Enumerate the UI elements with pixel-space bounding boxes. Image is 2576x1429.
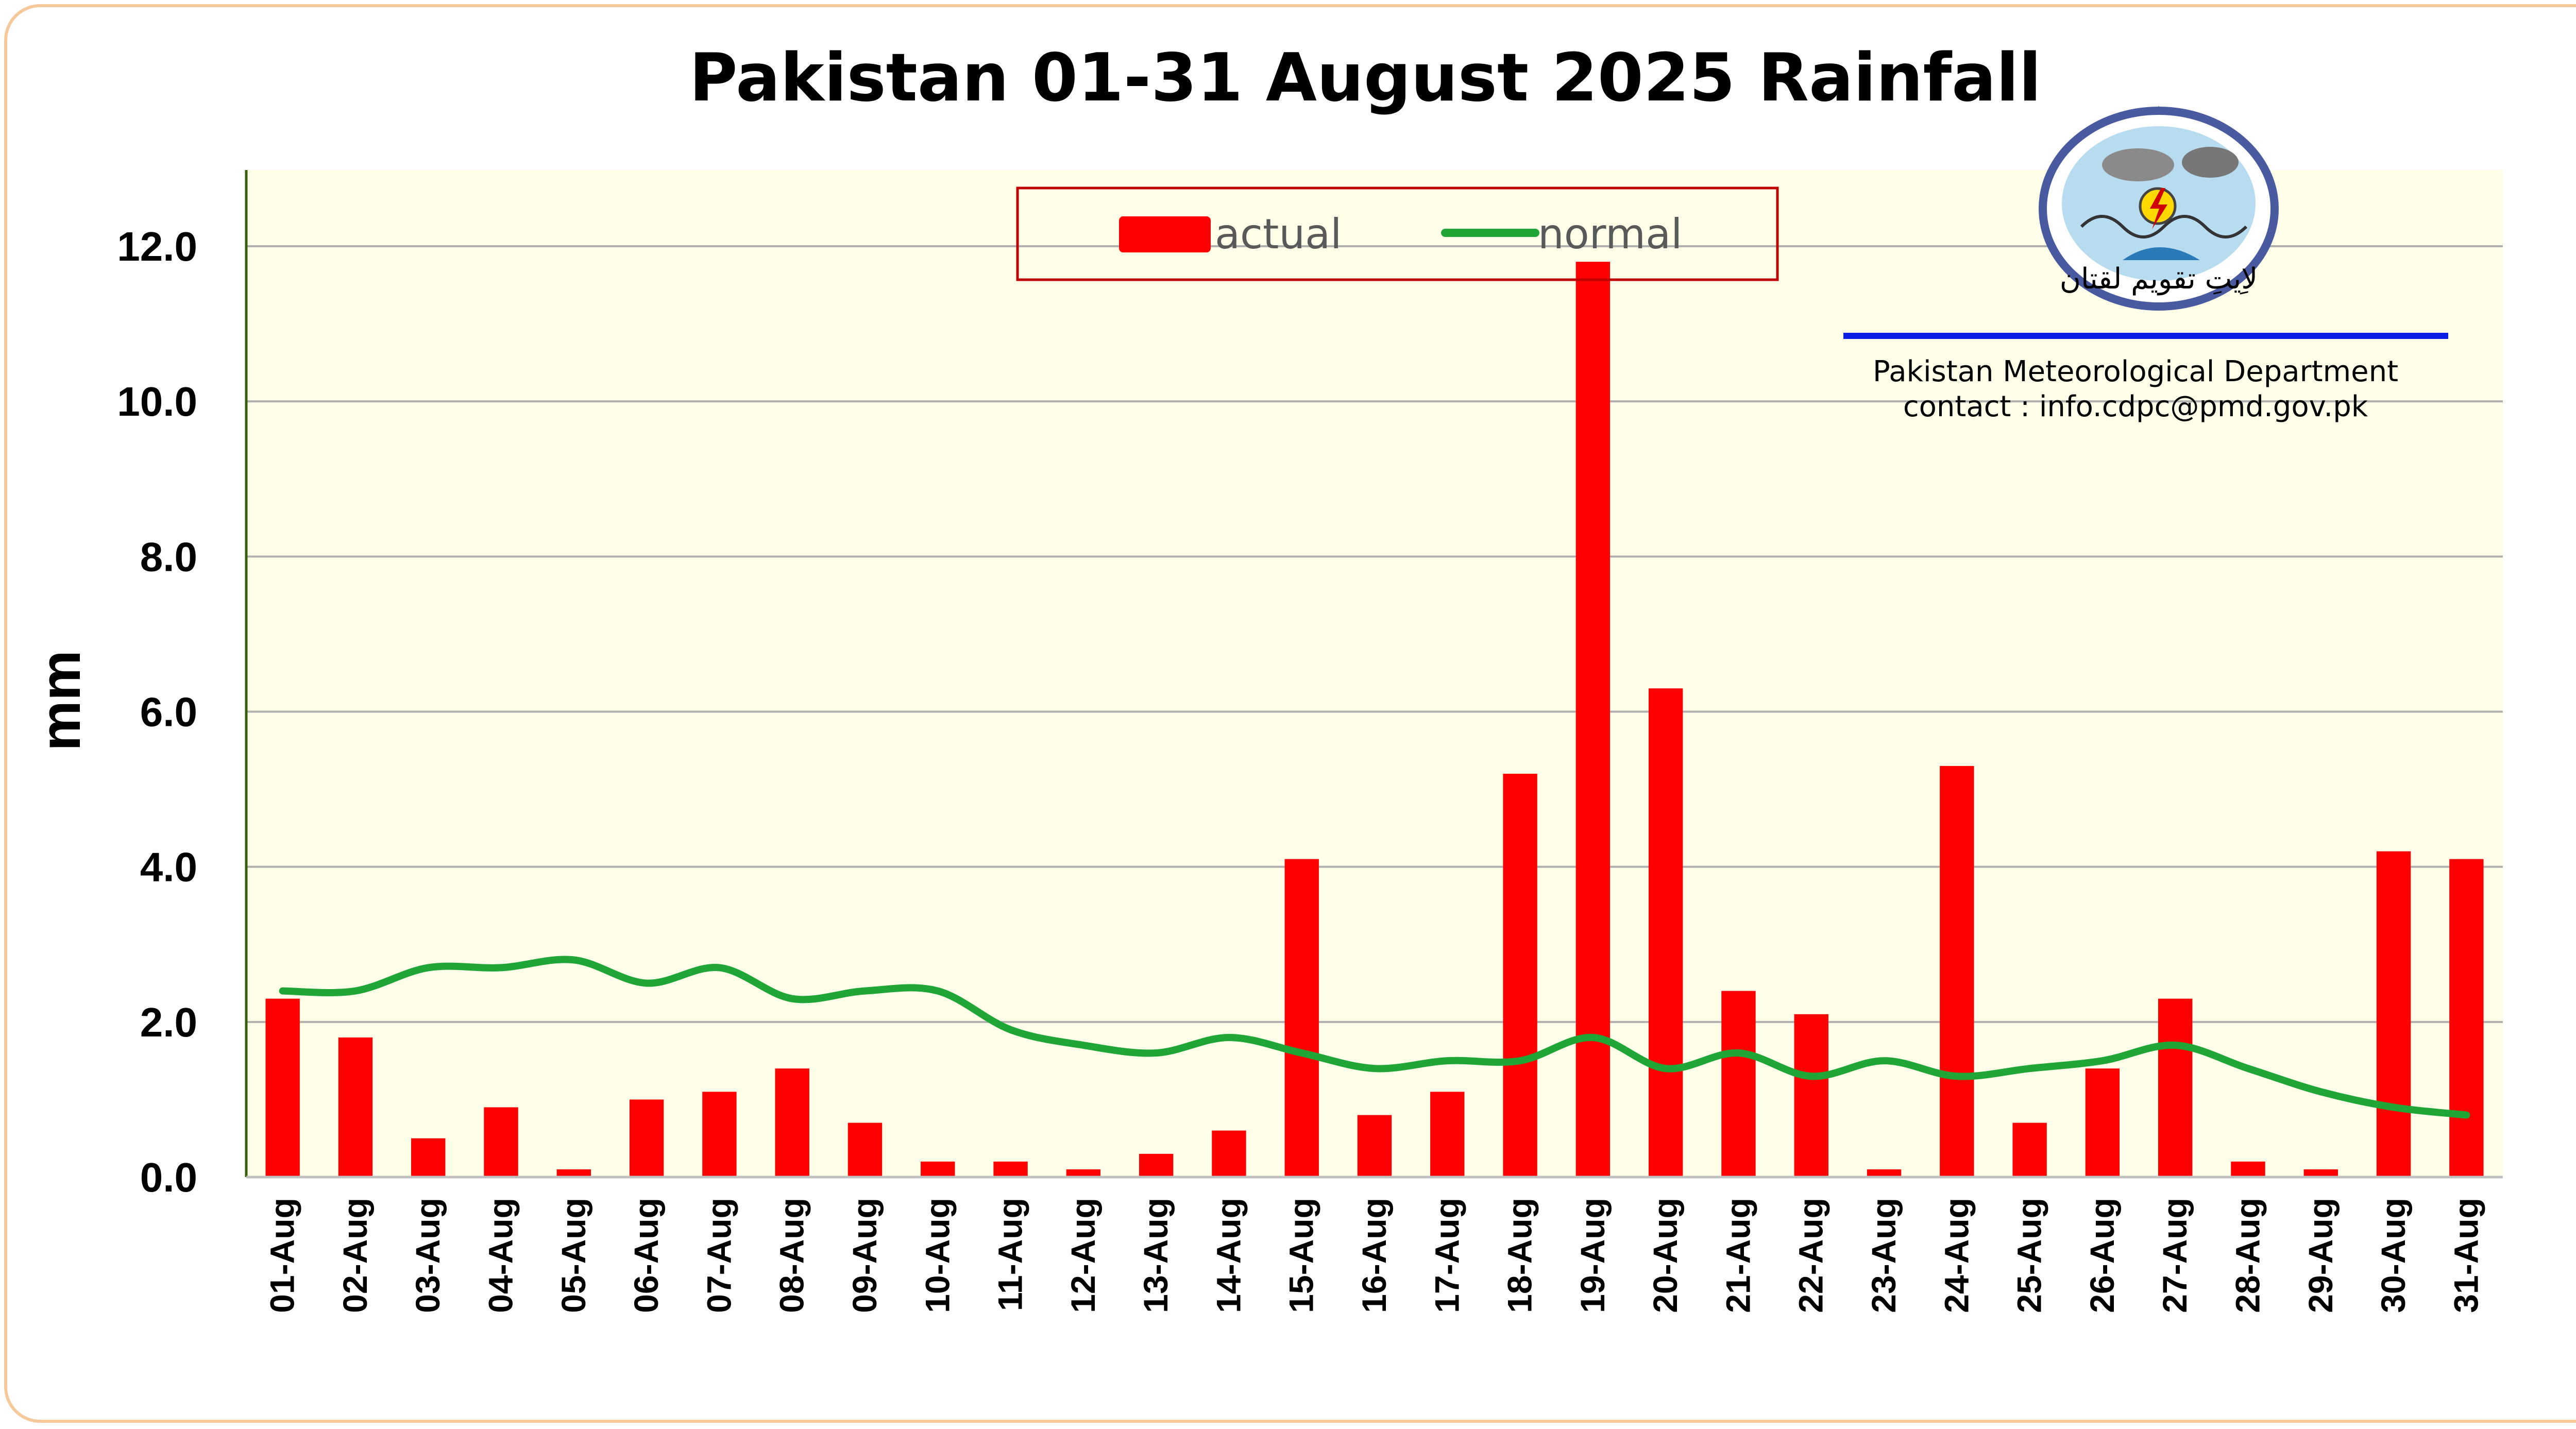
bar-29-Aug bbox=[2303, 1169, 2338, 1177]
bar-28-Aug bbox=[2231, 1161, 2265, 1177]
bar-19-Aug bbox=[1575, 262, 1611, 1177]
x-tick-label: 27-Aug bbox=[2156, 1198, 2194, 1313]
legend-actual-swatch bbox=[1119, 216, 1211, 252]
bar-09-Aug bbox=[848, 1122, 883, 1177]
y-tick-label: 10.0 bbox=[117, 379, 197, 424]
bar-25-Aug bbox=[2012, 1122, 2047, 1177]
y-tick-label: 8.0 bbox=[140, 534, 197, 580]
bar-14-Aug bbox=[1212, 1130, 1246, 1177]
wave-icon bbox=[2080, 215, 2248, 239]
x-tick-label: 12-Aug bbox=[1064, 1198, 1102, 1313]
legend-box bbox=[1016, 186, 1779, 281]
legend: actual normal bbox=[1016, 186, 1779, 281]
cloud-icon-2 bbox=[2182, 147, 2239, 178]
x-tick-label: 22-Aug bbox=[1792, 1198, 1830, 1313]
bar-18-Aug bbox=[1503, 773, 1537, 1177]
bar-12-Aug bbox=[1066, 1169, 1101, 1177]
x-tick-label: 11-Aug bbox=[991, 1198, 1029, 1311]
bar-31-Aug bbox=[2449, 859, 2484, 1177]
x-tick-label: 08-Aug bbox=[773, 1198, 811, 1313]
bar-03-Aug bbox=[411, 1138, 446, 1177]
x-tick-label: 28-Aug bbox=[2228, 1198, 2266, 1313]
x-tick-label: 25-Aug bbox=[2010, 1198, 2048, 1313]
x-tick-label: 29-Aug bbox=[2301, 1198, 2340, 1313]
y-axis-ticks: 0.0 2.0 4.0 6.0 8.0 10.0 12.0 bbox=[117, 224, 197, 1200]
bar-04-Aug bbox=[484, 1107, 518, 1177]
x-tick-label: 23-Aug bbox=[1865, 1198, 1903, 1313]
bar-01-Aug bbox=[265, 998, 300, 1177]
bar-26-Aug bbox=[2085, 1068, 2120, 1177]
x-tick-label: 20-Aug bbox=[1646, 1198, 1684, 1313]
bar-06-Aug bbox=[629, 1099, 664, 1177]
x-tick-label: 19-Aug bbox=[1573, 1198, 1612, 1313]
y-tick-label: 2.0 bbox=[140, 999, 197, 1045]
x-axis-ticks: 01-Aug 02-Aug 03-Aug 04-Aug 05-Aug 06-Aug 07-A… bbox=[263, 1198, 2485, 1313]
bar-07-Aug bbox=[702, 1092, 737, 1177]
chart-title: Pakistan 01-31 August 2025 Rainfall bbox=[689, 40, 2042, 116]
x-tick-label: 30-Aug bbox=[2374, 1198, 2412, 1313]
x-tick-label: 17-Aug bbox=[1428, 1198, 1466, 1313]
bar-21-Aug bbox=[1721, 991, 1756, 1177]
bar-10-Aug bbox=[921, 1161, 955, 1177]
bar-05-Aug bbox=[556, 1169, 591, 1177]
x-tick-label: 03-Aug bbox=[409, 1198, 447, 1313]
cloud-icon bbox=[2102, 148, 2174, 181]
x-tick-label: 05-Aug bbox=[554, 1198, 592, 1313]
legend-actual-label: actual bbox=[1215, 210, 1342, 258]
x-tick-label: 09-Aug bbox=[845, 1198, 884, 1313]
org-name: Pakistan Meteorological Department bbox=[1873, 355, 2398, 388]
x-tick-label: 26-Aug bbox=[2083, 1198, 2121, 1313]
x-tick-label: 16-Aug bbox=[1355, 1198, 1393, 1313]
logo-urdu-text: لاِیتِ تقویم لقتان bbox=[2060, 262, 2258, 296]
y-tick-label: 12.0 bbox=[117, 224, 197, 269]
x-tick-label: 14-Aug bbox=[1209, 1198, 1247, 1313]
y-tick-label: 4.0 bbox=[140, 844, 197, 890]
x-tick-label: 01-Aug bbox=[263, 1198, 301, 1313]
x-tick-label: 24-Aug bbox=[1937, 1198, 1975, 1313]
x-tick-label: 21-Aug bbox=[1719, 1198, 1757, 1313]
x-tick-label: 15-Aug bbox=[1282, 1198, 1320, 1313]
bar-02-Aug bbox=[338, 1037, 373, 1177]
x-tick-label: 18-Aug bbox=[1501, 1198, 1539, 1313]
bar-08-Aug bbox=[775, 1068, 809, 1177]
water-icon bbox=[2123, 247, 2200, 260]
x-tick-label: 07-Aug bbox=[700, 1198, 738, 1313]
bar-11-Aug bbox=[993, 1161, 1028, 1177]
bar-23-Aug bbox=[1867, 1169, 1902, 1177]
y-tick-label: 6.0 bbox=[140, 689, 197, 735]
y-tick-label: 0.0 bbox=[140, 1154, 197, 1200]
bar-24-Aug bbox=[1940, 765, 1974, 1177]
actual-bars bbox=[265, 262, 2484, 1177]
x-tick-label: 13-Aug bbox=[1137, 1198, 1175, 1313]
bar-16-Aug bbox=[1357, 1115, 1392, 1177]
pmd-logo: لاِیتِ تقویم لقتان bbox=[2039, 106, 2279, 311]
bar-15-Aug bbox=[1284, 859, 1319, 1177]
x-tick-label: 06-Aug bbox=[627, 1198, 665, 1313]
bar-30-Aug bbox=[2376, 851, 2411, 1177]
lightning-icon bbox=[2150, 188, 2167, 229]
y-axis-label: mm bbox=[29, 650, 92, 751]
bar-20-Aug bbox=[1648, 688, 1683, 1177]
x-tick-label: 10-Aug bbox=[918, 1198, 956, 1313]
bar-17-Aug bbox=[1430, 1092, 1465, 1177]
normal-series-line bbox=[279, 956, 2470, 1119]
legend-normal-label: normal bbox=[1538, 210, 1682, 258]
org-contact: contact : info.cdpc@pmd.gov.pk bbox=[1903, 390, 2368, 423]
bar-13-Aug bbox=[1139, 1153, 1174, 1177]
x-tick-label: 31-Aug bbox=[2447, 1198, 2485, 1313]
x-tick-label: 04-Aug bbox=[482, 1198, 520, 1313]
x-tick-label: 02-Aug bbox=[336, 1198, 374, 1313]
bar-27-Aug bbox=[2158, 998, 2193, 1177]
bar-22-Aug bbox=[1794, 1014, 1828, 1177]
